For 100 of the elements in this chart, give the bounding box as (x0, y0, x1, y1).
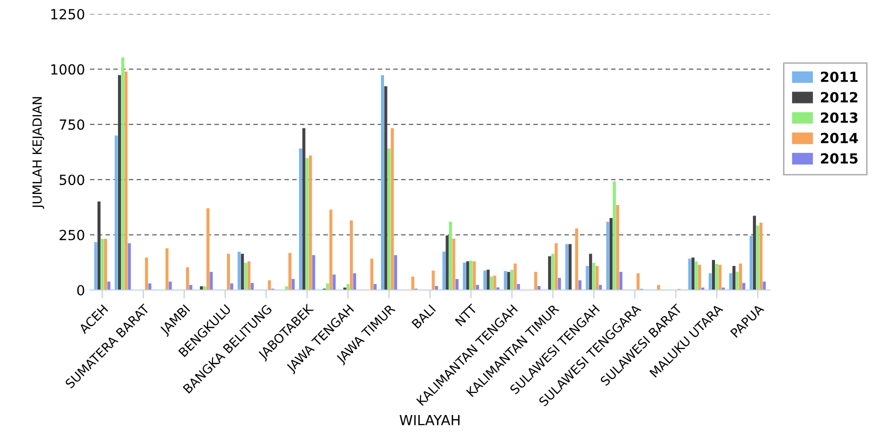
bar (739, 264, 742, 290)
bar (592, 262, 596, 290)
bar (578, 280, 582, 290)
bar (230, 283, 234, 290)
bar (244, 262, 248, 290)
bar (712, 260, 715, 290)
bar (472, 261, 476, 290)
bar (610, 218, 613, 290)
bar (118, 75, 121, 290)
bar (490, 276, 493, 290)
bar (762, 282, 766, 290)
bar (688, 258, 692, 290)
bar (226, 254, 230, 290)
bar (586, 266, 589, 290)
bar (456, 278, 459, 290)
bar (128, 243, 131, 290)
bar (589, 254, 592, 290)
bar (612, 181, 616, 290)
bar (302, 128, 306, 290)
legend-label: 2014 (820, 132, 858, 144)
bar (483, 270, 486, 290)
bar (168, 282, 172, 290)
y-tick-label: 1000 (51, 64, 84, 75)
bar (548, 256, 552, 290)
bar (166, 248, 169, 290)
bar (374, 284, 377, 290)
bar (292, 278, 295, 290)
bar (575, 228, 578, 290)
bar (390, 128, 394, 290)
bar (554, 243, 558, 290)
bar (285, 286, 288, 290)
bar (186, 267, 189, 290)
bar (206, 208, 210, 290)
bar (691, 258, 694, 290)
bar (200, 286, 203, 290)
bar (308, 156, 312, 290)
bar (94, 242, 98, 290)
bar (124, 72, 128, 290)
bar (121, 58, 124, 290)
bar (596, 266, 599, 290)
bar (203, 286, 206, 290)
bar (346, 284, 350, 290)
bar (718, 264, 722, 290)
bar (384, 86, 388, 290)
bar (452, 238, 456, 290)
bar (462, 262, 466, 290)
bar (486, 270, 490, 290)
legend-label: 2012 (820, 92, 858, 103)
bar (636, 273, 640, 290)
y-tick-label: 750 (60, 119, 84, 130)
bar (98, 201, 101, 290)
bar (114, 135, 118, 290)
bar (510, 270, 514, 290)
bar (732, 266, 736, 290)
bar (534, 272, 538, 290)
bar (380, 75, 384, 290)
bar (606, 222, 610, 290)
bar (565, 244, 568, 290)
bar (616, 204, 620, 290)
bar (312, 255, 316, 290)
bar (353, 273, 356, 290)
y-tick-label: 250 (60, 230, 84, 240)
bar (469, 260, 472, 290)
bar (516, 284, 520, 290)
bar (756, 226, 760, 290)
bar (708, 273, 712, 290)
y-tick-label: 0 (77, 284, 84, 296)
bar (558, 278, 561, 290)
bar (326, 283, 330, 290)
bar (104, 238, 108, 290)
bar (551, 254, 554, 290)
bar (729, 273, 732, 290)
bar (329, 210, 332, 290)
y-tick-label: 500 (60, 174, 84, 186)
bar (148, 283, 152, 290)
bar (694, 262, 698, 290)
bar (742, 282, 746, 290)
bar (514, 264, 517, 290)
bar (446, 235, 449, 290)
bar (388, 148, 391, 290)
bar (698, 264, 702, 290)
bar (752, 216, 756, 290)
bar (715, 264, 718, 290)
bar (370, 258, 374, 290)
bar (145, 258, 148, 290)
y-axis-title: JUMLAH KEJADIAN (32, 97, 44, 209)
bar (350, 220, 353, 290)
legend-label: 2015 (820, 153, 858, 164)
bar (493, 276, 496, 290)
bar (750, 236, 753, 290)
bar (507, 272, 510, 290)
bar (250, 282, 254, 290)
bar (394, 255, 398, 290)
bar (306, 158, 309, 290)
bar (107, 282, 110, 290)
bar (299, 148, 302, 290)
bar (442, 252, 446, 290)
bar (332, 274, 336, 290)
bar (759, 222, 762, 290)
legend-label: 2011 (820, 72, 858, 82)
